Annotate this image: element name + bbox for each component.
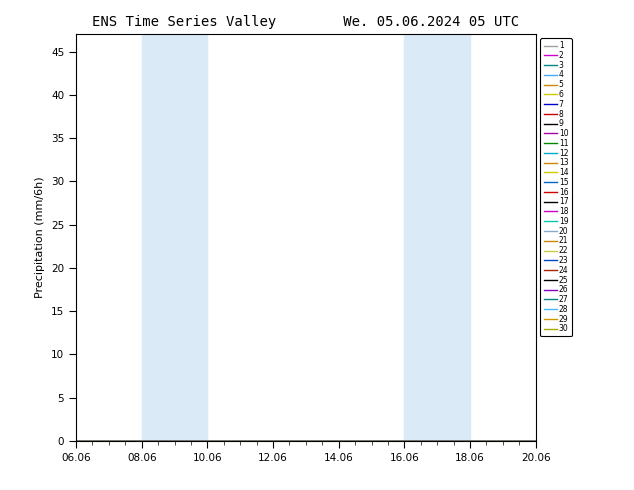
Legend: 1, 2, 3, 4, 5, 6, 7, 8, 9, 10, 11, 12, 13, 14, 15, 16, 17, 18, 19, 20, 21, 22, 2: 1, 2, 3, 4, 5, 6, 7, 8, 9, 10, 11, 12, 1… [540, 38, 572, 336]
Bar [142, 34, 207, 441]
Title: ENS Time Series Valley        We. 05.06.2024 05 UTC: ENS Time Series Valley We. 05.06.2024 05… [93, 15, 519, 29]
Bar [404, 34, 470, 441]
Y-axis label: Precipitation (mm/6h): Precipitation (mm/6h) [36, 177, 46, 298]
